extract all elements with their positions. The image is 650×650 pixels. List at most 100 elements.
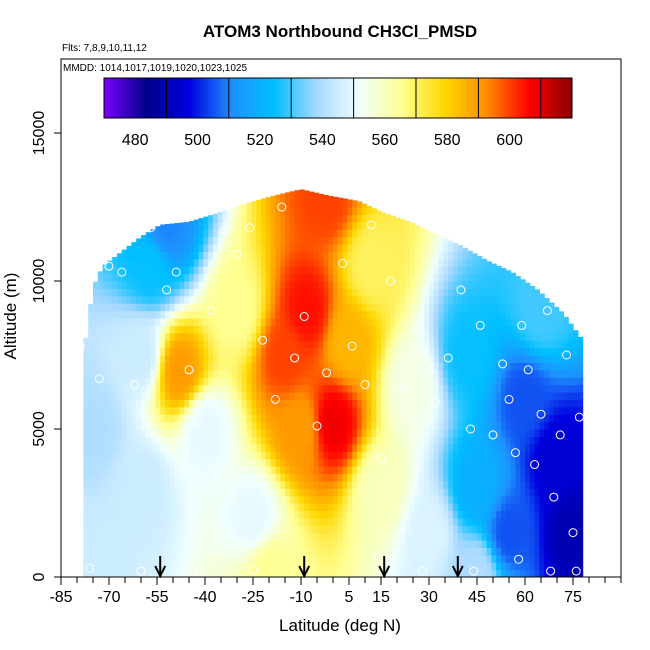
heatmap-cell [515, 458, 521, 467]
heatmap-cell [366, 207, 372, 215]
heatmap-cell [400, 340, 406, 349]
heatmap-cell [337, 451, 344, 460]
heatmap-cell [381, 266, 387, 275]
heatmap-cell [232, 369, 238, 378]
heatmap-cell [453, 495, 459, 504]
heatmap-cell [304, 214, 310, 223]
heatmap-cell [97, 288, 104, 297]
heatmap-cell [121, 532, 128, 541]
observation-point [194, 418, 204, 428]
heatmap-cell [385, 214, 392, 215]
heatmap-cell [457, 340, 464, 349]
heatmap-cell [289, 443, 296, 452]
heatmap-cell [553, 392, 560, 400]
heatmap-cell [256, 244, 262, 252]
heatmap-cell [323, 318, 329, 326]
heatmap-cell [102, 503, 108, 511]
heatmap-cell [414, 332, 420, 341]
heatmap-cell [131, 281, 137, 289]
heatmap-cell [357, 244, 363, 252]
heatmap-cell [414, 562, 420, 571]
heatmap-cell [179, 488, 185, 497]
heatmap-cell [577, 406, 584, 415]
heatmap-cell [534, 495, 540, 504]
x-tick-label: 60 [516, 589, 534, 606]
heatmap-cell [395, 295, 401, 304]
heatmap-cell [208, 414, 214, 423]
heatmap-cell [333, 288, 339, 297]
heatmap-cell [141, 295, 147, 304]
heatmap-cell [520, 332, 526, 341]
heatmap-cell [486, 281, 492, 289]
heatmap-cell [525, 451, 531, 460]
heatmap-cell [203, 414, 209, 423]
heatmap-cell [529, 436, 536, 445]
heatmap-cell [395, 517, 401, 526]
heatmap-cell [280, 340, 286, 349]
heatmap-cell [477, 495, 483, 504]
heatmap-cell [93, 288, 99, 297]
heatmap-cell [174, 266, 180, 275]
heatmap-cell [88, 466, 94, 474]
heatmap-cell [217, 466, 224, 474]
heatmap-cell [347, 466, 353, 474]
heatmap-cell [285, 310, 291, 319]
heatmap-cell [131, 273, 137, 282]
heatmap-cell [491, 295, 497, 304]
heatmap-cell [429, 288, 435, 297]
heatmap-cell [165, 303, 171, 312]
heatmap-cell [352, 200, 358, 208]
heatmap-cell [357, 236, 363, 245]
heatmap-cell [467, 355, 473, 363]
heatmap-cell [289, 495, 296, 504]
heatmap-cell [433, 503, 440, 511]
heatmap-cell [409, 503, 416, 511]
heatmap-cell [160, 547, 166, 556]
heatmap-cell [313, 199, 320, 208]
heatmap-cell [265, 207, 272, 215]
heatmap-cell [150, 399, 156, 408]
heatmap-cell [491, 355, 497, 363]
heatmap-cell [457, 273, 464, 282]
heatmap-cell [112, 295, 118, 304]
heatmap-cell [395, 421, 401, 430]
heatmap-cell [232, 406, 238, 415]
flights-annotation: Flts: 7,8,9,10,11,12 [62, 43, 147, 54]
heatmap-cell [83, 355, 89, 363]
heatmap-cell [203, 569, 209, 577]
heatmap-cell [241, 532, 248, 541]
heatmap-cell [131, 547, 137, 556]
heatmap-cell [395, 495, 401, 504]
heatmap-cell [289, 540, 296, 548]
heatmap-cell [246, 414, 252, 423]
heatmap-cell [496, 347, 502, 356]
heatmap-cell [525, 295, 531, 304]
heatmap-cell [294, 362, 300, 371]
heatmap-cell [97, 340, 104, 349]
heatmap-cell [409, 510, 416, 519]
heatmap-cell [213, 421, 219, 430]
heatmap-cell [568, 562, 574, 571]
heatmap-cell [88, 325, 94, 334]
heatmap-cell [501, 451, 507, 460]
heatmap-cell [193, 414, 200, 423]
heatmap-cell [563, 406, 569, 415]
heatmap-cell [83, 399, 89, 408]
heatmap-cell [112, 488, 118, 497]
heatmap-cell [385, 503, 392, 511]
heatmap-cell [323, 199, 329, 208]
heatmap-cell [409, 340, 416, 349]
heatmap-cell [366, 466, 372, 474]
heatmap-cell [174, 547, 180, 556]
heatmap-cell [491, 480, 497, 489]
heatmap-cell [457, 495, 464, 504]
heatmap-cell [256, 295, 262, 304]
heatmap-cell [280, 229, 286, 238]
heatmap-cell [160, 458, 166, 467]
heatmap-cell [342, 421, 348, 430]
heatmap-cell [294, 325, 300, 334]
heatmap-cell [174, 562, 180, 571]
heatmap-cell [544, 473, 550, 482]
heatmap-cell [198, 392, 204, 400]
heatmap-cell [573, 466, 579, 474]
